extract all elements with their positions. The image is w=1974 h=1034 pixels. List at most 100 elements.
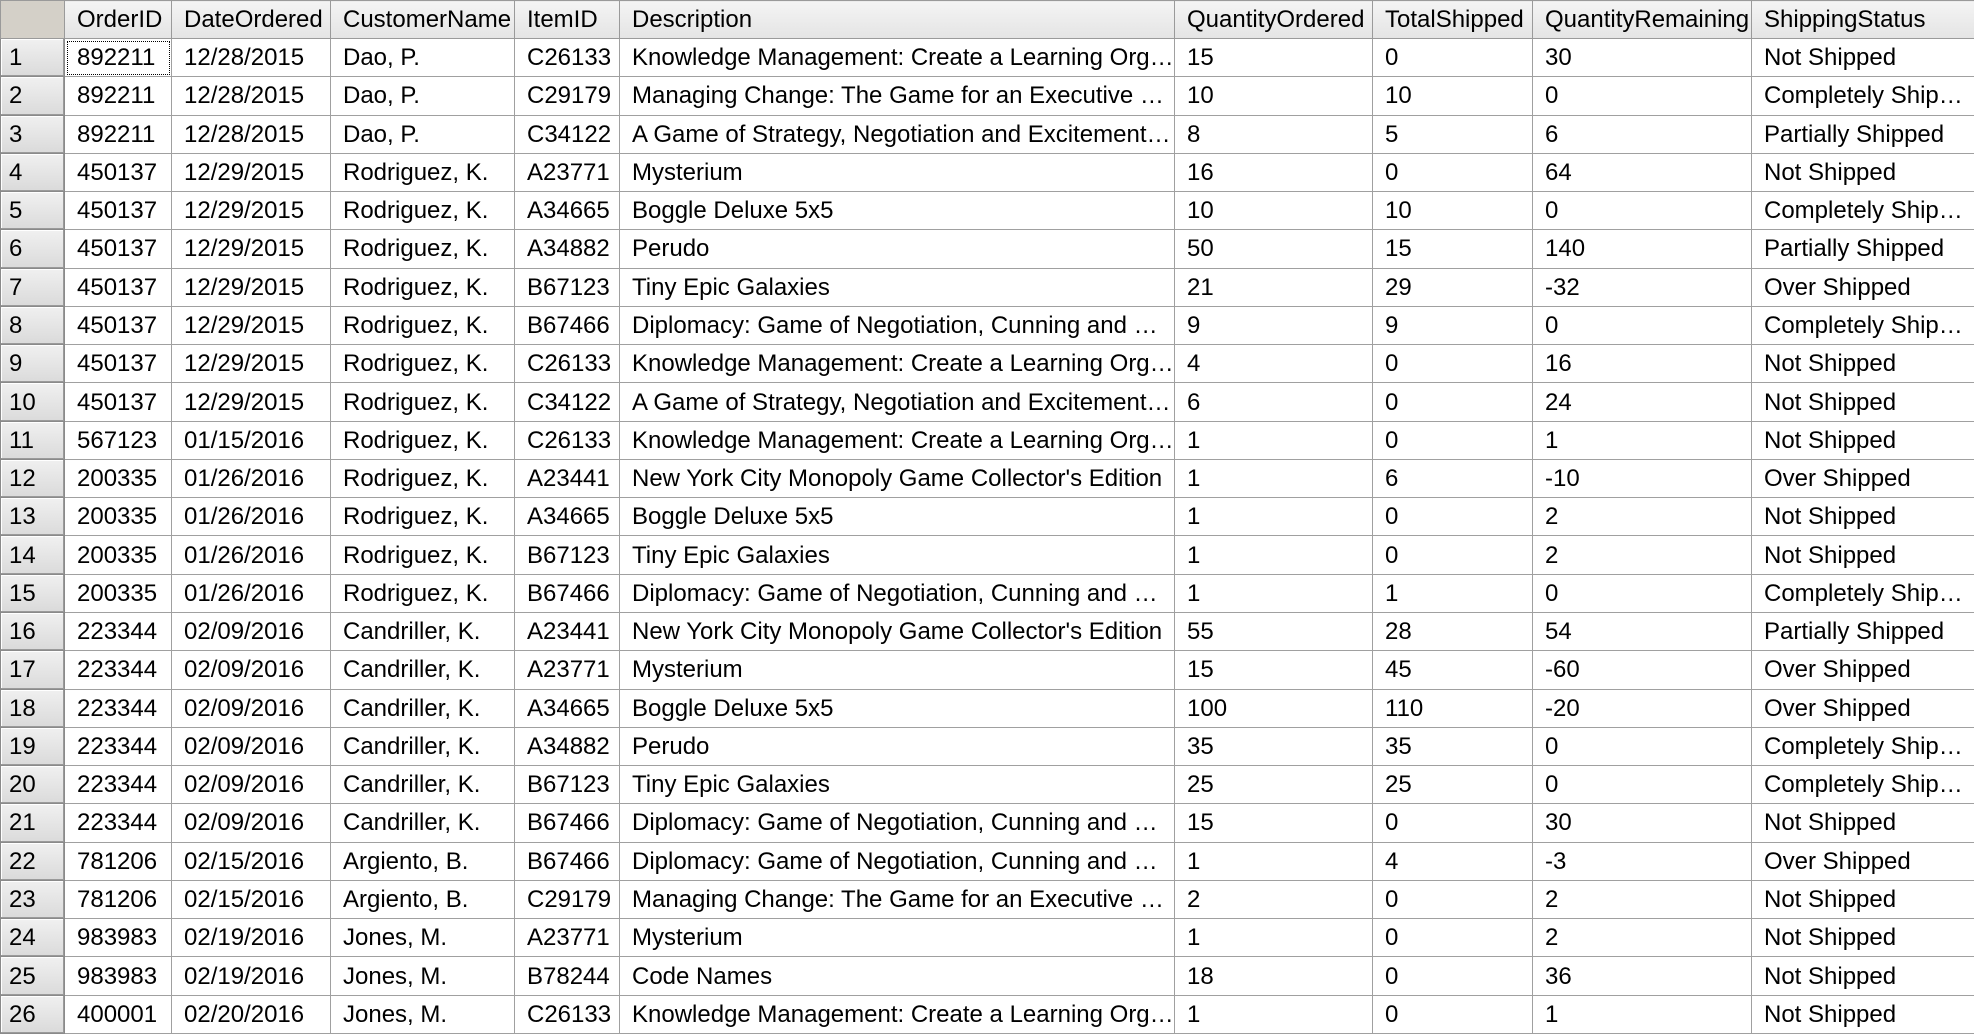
cell-quantityordered[interactable]: 8 [1174, 114, 1373, 154]
cell-totalshipped[interactable]: 0 [1372, 497, 1533, 537]
row-header[interactable]: 23 [0, 879, 65, 920]
row-header[interactable]: 13 [0, 497, 65, 537]
table-row[interactable]: 13 200335 01/26/2016 Rodriguez, K. A34665 Bog… [0, 497, 1974, 537]
row-header[interactable]: 6 [0, 229, 65, 269]
table-row[interactable]: 14 200335 01/26/2016 Rodriguez, K. B67123 Tin… [0, 535, 1974, 575]
cell-description[interactable]: Tiny Epic Galaxies [619, 267, 1175, 307]
cell-orderid[interactable]: 781206 [64, 879, 172, 920]
column-header-itemid[interactable]: ItemID [514, 0, 620, 39]
row-header[interactable]: 16 [0, 611, 65, 652]
cell-shippingstatus[interactable]: Partially Shipped [1751, 229, 1974, 269]
cell-description[interactable]: Perudo [619, 229, 1175, 269]
cell-description[interactable]: Diplomacy: Game of Negotiation, Cunning … [619, 305, 1175, 346]
cell-quantityremaining[interactable]: 30 [1532, 803, 1752, 843]
cell-orderid[interactable]: 781206 [64, 841, 172, 881]
table-row[interactable]: 12 200335 01/26/2016 Rodriguez, K. A23441 New… [0, 458, 1974, 499]
table-row[interactable]: 8 450137 12/29/2015 Rodriguez, K. B67466 Dipl… [0, 305, 1974, 346]
row-header[interactable]: 22 [0, 841, 65, 881]
cell-itemid[interactable]: B78244 [514, 956, 620, 996]
cell-quantityremaining[interactable]: 2 [1532, 535, 1752, 575]
cell-itemid[interactable]: C26133 [514, 37, 620, 78]
cell-itemid[interactable]: A23771 [514, 918, 620, 958]
cell-description[interactable]: Code Names [619, 956, 1175, 996]
cell-description[interactable]: Knowledge Management: Create a Learning … [619, 994, 1175, 1034]
table-row[interactable]: 26 400001 02/20/2016 Jones, M. C26133 Knowled… [0, 994, 1974, 1034]
cell-dateordered[interactable]: 02/09/2016 [171, 650, 331, 690]
cell-customername[interactable]: Rodriguez, K. [330, 267, 515, 307]
cell-orderid[interactable]: 450137 [64, 229, 172, 269]
cell-customername[interactable]: Candriller, K. [330, 611, 515, 652]
cell-itemid[interactable]: A23771 [514, 152, 620, 193]
cell-dateordered[interactable]: 02/09/2016 [171, 688, 331, 728]
cell-dateordered[interactable]: 02/20/2016 [171, 994, 331, 1034]
table-row[interactable]: 16 223344 02/09/2016 Candriller, K. A23441 Ne… [0, 611, 1974, 652]
cell-totalshipped[interactable]: 0 [1372, 382, 1533, 422]
row-header[interactable]: 21 [0, 803, 65, 843]
cell-quantityordered[interactable]: 4 [1174, 344, 1373, 384]
cell-totalshipped[interactable]: 0 [1372, 994, 1533, 1034]
cell-quantityordered[interactable]: 6 [1174, 382, 1373, 422]
cell-quantityordered[interactable]: 16 [1174, 152, 1373, 193]
cell-totalshipped[interactable]: 10 [1372, 76, 1533, 116]
cell-quantityordered[interactable]: 25 [1174, 765, 1373, 805]
cell-customername[interactable]: Jones, M. [330, 994, 515, 1034]
cell-quantityordered[interactable]: 9 [1174, 305, 1373, 346]
cell-quantityordered[interactable]: 15 [1174, 650, 1373, 690]
cell-dateordered[interactable]: 02/09/2016 [171, 611, 331, 652]
cell-itemid[interactable]: C26133 [514, 344, 620, 384]
table-row[interactable]: 1 892211 12/28/2015 Dao, P. C26133 Knowledge … [0, 37, 1974, 78]
cell-itemid[interactable]: A23441 [514, 611, 620, 652]
cell-customername[interactable]: Candriller, K. [330, 803, 515, 843]
cell-quantityremaining[interactable]: 64 [1532, 152, 1752, 193]
cell-orderid[interactable]: 450137 [64, 382, 172, 422]
select-all-corner[interactable] [0, 0, 65, 39]
table-row[interactable]: 6 450137 12/29/2015 Rodriguez, K. A34882 Peru… [0, 229, 1974, 269]
cell-itemid[interactable]: B67466 [514, 305, 620, 346]
table-row[interactable]: 18 223344 02/09/2016 Candriller, K. A34665 Bo… [0, 688, 1974, 728]
cell-orderid[interactable]: 200335 [64, 497, 172, 537]
cell-description[interactable]: Mysterium [619, 918, 1175, 958]
cell-description[interactable]: Diplomacy: Game of Negotiation, Cunning … [619, 803, 1175, 843]
cell-description[interactable]: Tiny Epic Galaxies [619, 765, 1175, 805]
cell-quantityordered[interactable]: 10 [1174, 76, 1373, 116]
cell-itemid[interactable]: B67466 [514, 573, 620, 613]
cell-quantityremaining[interactable]: 54 [1532, 611, 1752, 652]
cell-shippingstatus[interactable]: Over Shipped [1751, 688, 1974, 728]
cell-shippingstatus[interactable]: Not Shipped [1751, 535, 1974, 575]
column-header-shippingstatus[interactable]: ShippingStatus [1751, 0, 1974, 39]
cell-description[interactable]: Managing Change: The Game for an Executi… [619, 76, 1175, 116]
cell-customername[interactable]: Dao, P. [330, 37, 515, 78]
cell-quantityremaining[interactable]: 2 [1532, 879, 1752, 920]
cell-quantityordered[interactable]: 1 [1174, 918, 1373, 958]
cell-itemid[interactable]: A23771 [514, 650, 620, 690]
cell-shippingstatus[interactable]: Completely Shipped [1751, 305, 1974, 346]
row-header[interactable]: 1 [0, 37, 65, 78]
cell-shippingstatus[interactable]: Not Shipped [1751, 994, 1974, 1034]
cell-quantityordered[interactable]: 18 [1174, 956, 1373, 996]
cell-quantityordered[interactable]: 50 [1174, 229, 1373, 269]
cell-quantityremaining[interactable]: -32 [1532, 267, 1752, 307]
cell-itemid[interactable]: B67123 [514, 535, 620, 575]
cell-shippingstatus[interactable]: Partially Shipped [1751, 611, 1974, 652]
row-header[interactable]: 4 [0, 152, 65, 193]
cell-description[interactable]: Boggle Deluxe 5x5 [619, 497, 1175, 537]
cell-orderid[interactable]: 223344 [64, 688, 172, 728]
cell-dateordered[interactable]: 12/28/2015 [171, 76, 331, 116]
cell-orderid[interactable]: 223344 [64, 765, 172, 805]
table-row[interactable]: 21 223344 02/09/2016 Candriller, K. B67466 Di… [0, 803, 1974, 843]
cell-quantityordered[interactable]: 35 [1174, 726, 1373, 767]
cell-orderid[interactable]: 223344 [64, 650, 172, 690]
cell-itemid[interactable]: A34882 [514, 726, 620, 767]
cell-shippingstatus[interactable]: Not Shipped [1751, 497, 1974, 537]
cell-quantityordered[interactable]: 15 [1174, 37, 1373, 78]
cell-itemid[interactable]: A34665 [514, 191, 620, 231]
table-row[interactable]: 24 983983 02/19/2016 Jones, M. A23771 Mysteri… [0, 918, 1974, 958]
column-header-quantityordered[interactable]: QuantityOrdered [1174, 0, 1373, 39]
cell-description[interactable]: Managing Change: The Game for an Executi… [619, 879, 1175, 920]
cell-dateordered[interactable]: 02/19/2016 [171, 918, 331, 958]
cell-orderid[interactable]: 200335 [64, 573, 172, 613]
cell-description[interactable]: Knowledge Management: Create a Learning … [619, 420, 1175, 460]
cell-quantityremaining[interactable]: 6 [1532, 114, 1752, 154]
cell-description[interactable]: New York City Monopoly Game Collector's … [619, 611, 1175, 652]
cell-dateordered[interactable]: 12/29/2015 [171, 152, 331, 193]
